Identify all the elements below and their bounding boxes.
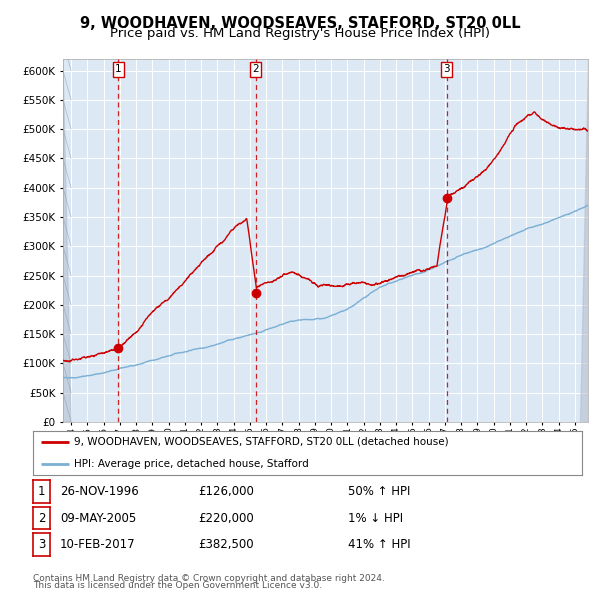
Text: 10-FEB-2017: 10-FEB-2017	[60, 538, 136, 551]
Text: £126,000: £126,000	[198, 485, 254, 498]
Text: 2: 2	[252, 64, 259, 74]
Text: Price paid vs. HM Land Registry's House Price Index (HPI): Price paid vs. HM Land Registry's House …	[110, 27, 490, 40]
Text: 1% ↓ HPI: 1% ↓ HPI	[348, 512, 403, 525]
Text: 3: 3	[38, 538, 45, 551]
Text: £220,000: £220,000	[198, 512, 254, 525]
Text: HPI: Average price, detached house, Stafford: HPI: Average price, detached house, Staf…	[74, 459, 309, 469]
Text: 09-MAY-2005: 09-MAY-2005	[60, 512, 136, 525]
Polygon shape	[580, 59, 588, 422]
Text: Contains HM Land Registry data © Crown copyright and database right 2024.: Contains HM Land Registry data © Crown c…	[33, 573, 385, 583]
Text: 50% ↑ HPI: 50% ↑ HPI	[348, 485, 410, 498]
Text: 3: 3	[443, 64, 450, 74]
Text: This data is licensed under the Open Government Licence v3.0.: This data is licensed under the Open Gov…	[33, 581, 322, 590]
Text: £382,500: £382,500	[198, 538, 254, 551]
Text: 2: 2	[38, 512, 45, 525]
Text: 9, WOODHAVEN, WOODSEAVES, STAFFORD, ST20 0LL (detached house): 9, WOODHAVEN, WOODSEAVES, STAFFORD, ST20…	[74, 437, 449, 447]
Text: 1: 1	[38, 485, 45, 498]
Polygon shape	[63, 59, 71, 422]
Text: 1: 1	[115, 64, 122, 74]
Text: 9, WOODHAVEN, WOODSEAVES, STAFFORD, ST20 0LL: 9, WOODHAVEN, WOODSEAVES, STAFFORD, ST20…	[80, 16, 520, 31]
Text: 26-NOV-1996: 26-NOV-1996	[60, 485, 139, 498]
Text: 41% ↑ HPI: 41% ↑ HPI	[348, 538, 410, 551]
